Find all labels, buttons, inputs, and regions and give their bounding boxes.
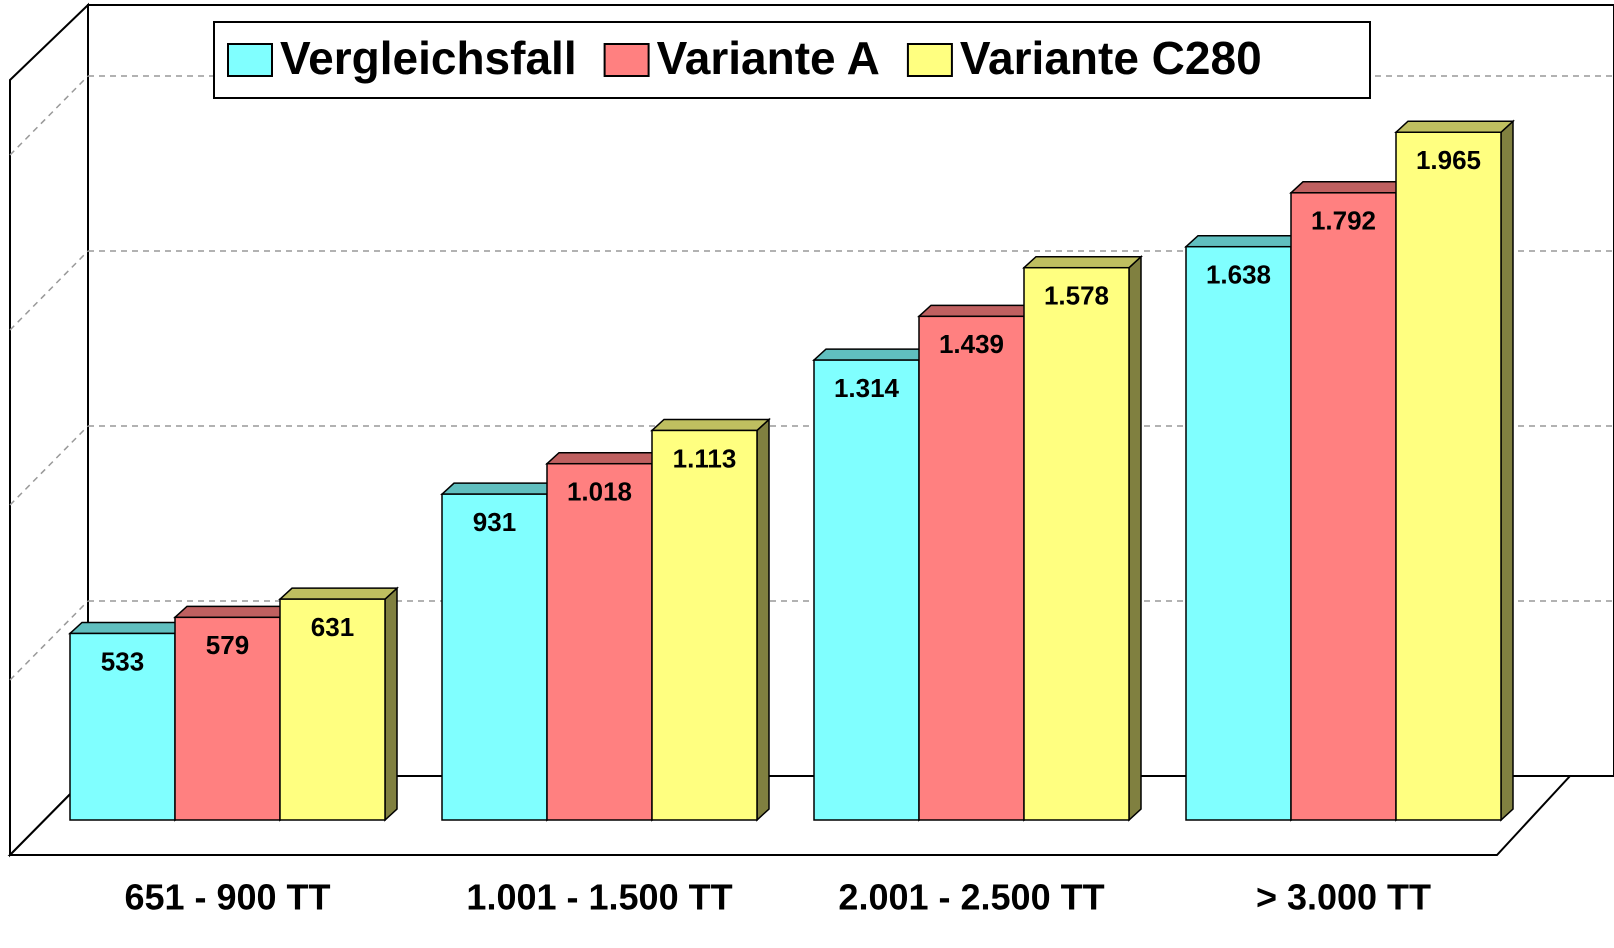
- legend-label: Vergleichsfall: [280, 32, 577, 84]
- bar-side: [1500, 119, 1514, 822]
- value-label: 631: [311, 612, 354, 642]
- bar-top: [278, 587, 399, 600]
- legend-swatch: [603, 43, 650, 77]
- legend-swatch: [906, 43, 953, 77]
- floor: [7, 775, 1573, 856]
- value-label: 579: [206, 630, 249, 660]
- value-label: 1.638: [1206, 260, 1271, 290]
- legend-box: [213, 21, 1371, 99]
- value-label: 1.439: [939, 329, 1004, 359]
- grid-line: [9, 75, 89, 156]
- bar-top: [1022, 255, 1143, 269]
- grid-line: [9, 600, 89, 681]
- bar-side: [1128, 254, 1142, 822]
- bar-top: [173, 605, 294, 619]
- value-label: 1.113: [673, 443, 737, 473]
- bar: [279, 598, 386, 821]
- bar-side: [756, 417, 770, 822]
- x-tick-label: 651 - 900 TT: [124, 877, 330, 918]
- legend-label: Variante C280: [960, 32, 1262, 84]
- bar-top: [1289, 181, 1410, 194]
- bar-top: [650, 418, 771, 432]
- bar-top: [440, 482, 561, 495]
- bar-side: [384, 586, 398, 822]
- bar: [1023, 266, 1130, 821]
- x-tick-label: 2.001 - 2.500 TT: [838, 877, 1104, 918]
- bar: [546, 462, 653, 821]
- x-tick-label: > 3.000 TT: [1256, 877, 1431, 918]
- value-label: 1.965: [1416, 145, 1481, 175]
- grid-line: [9, 250, 89, 331]
- bar-top: [68, 621, 189, 635]
- bar-top: [917, 304, 1038, 318]
- bar-top: [1394, 120, 1515, 133]
- bar-top: [1184, 234, 1305, 248]
- bar: [1395, 131, 1502, 821]
- bar: [1185, 245, 1292, 821]
- value-label: 1.792: [1311, 206, 1376, 236]
- bar: [1290, 192, 1397, 821]
- legend-swatch: [227, 43, 273, 77]
- bar: [69, 632, 176, 821]
- grid-line: [9, 425, 89, 506]
- bar: [441, 493, 548, 821]
- bar-top: [812, 348, 933, 361]
- legend: Vergleichsfall Variante A Variante C280: [213, 21, 1371, 99]
- legend-label: Variante A: [657, 32, 880, 84]
- bar: [651, 429, 758, 821]
- bar: [918, 315, 1025, 821]
- value-label: 1.314: [834, 373, 900, 403]
- value-label: 1.018: [567, 477, 632, 507]
- bar: [813, 359, 920, 821]
- value-label: 931: [473, 507, 516, 537]
- bar-top: [545, 451, 666, 465]
- value-label: 533: [101, 646, 144, 676]
- x-tick-label: 1.001 - 1.500 TT: [466, 877, 732, 918]
- value-label: 1.578: [1044, 281, 1109, 311]
